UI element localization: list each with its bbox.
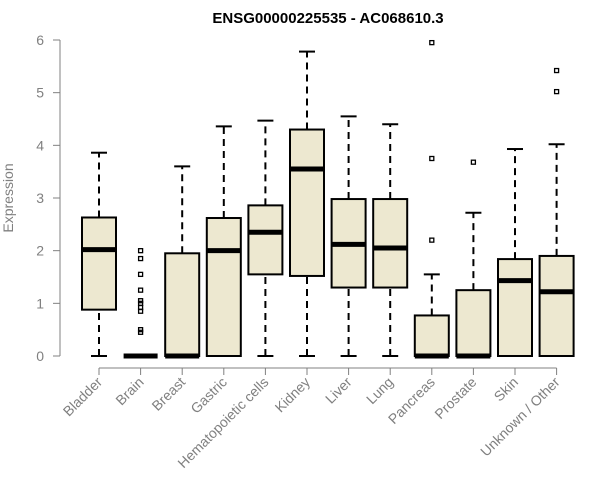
- iqr-box: [164, 252, 201, 357]
- outlier-point: [470, 159, 477, 165]
- box-kidney: [289, 50, 325, 357]
- outlier-point: [137, 308, 144, 314]
- x-tick-label: Prostate: [431, 374, 479, 422]
- outlier-point: [429, 39, 435, 46]
- x-tick-label: Lung: [363, 374, 396, 407]
- box-skin: [497, 148, 533, 357]
- y-tick-label: 4: [36, 137, 44, 153]
- y-tick-label: 1: [36, 295, 44, 311]
- outlier-point: [137, 255, 144, 262]
- box-gastric: [205, 125, 242, 357]
- outlier-point: [137, 271, 144, 278]
- outlier-point: [553, 88, 560, 95]
- outlier-point: [429, 155, 435, 162]
- box-hematopoietic-cells: [247, 119, 284, 357]
- iqr-box: [247, 204, 284, 276]
- box-pancreas: [413, 39, 450, 359]
- box-bladder: [81, 151, 117, 357]
- iqr-box: [413, 314, 450, 357]
- x-tick-label: Brain: [112, 374, 146, 408]
- y-tick-label: 5: [36, 85, 44, 101]
- x-tick-label: Breast: [148, 374, 188, 414]
- chart-title: ENSG00000225535 - AC068610.3: [212, 10, 443, 27]
- outlier-point: [137, 287, 144, 293]
- outlier-point: [137, 329, 144, 335]
- iqr-box: [205, 217, 242, 357]
- box-liver: [330, 115, 367, 357]
- iqr-box: [289, 128, 325, 277]
- x-tick-label: Kidney: [272, 374, 314, 416]
- y-tick-label: 6: [36, 32, 44, 48]
- x-tick-label: Skin: [491, 374, 522, 405]
- box-lung: [372, 123, 409, 357]
- iqr-box: [538, 254, 575, 357]
- y-axis: 0 1 2 3 4 5 6: [36, 32, 61, 364]
- outlier-point: [553, 67, 560, 74]
- box-unknown-other: [538, 67, 575, 357]
- iqr-box: [81, 216, 117, 311]
- y-tick-label: 3: [36, 190, 44, 206]
- outlier-point: [429, 237, 435, 243]
- outlier-point: [137, 248, 144, 254]
- y-tick-label: 0: [36, 348, 44, 364]
- y-axis-label: Expression: [0, 163, 16, 232]
- y-tick-label: 2: [36, 243, 44, 259]
- box-breast: [164, 165, 201, 359]
- x-tick-label: Unknown / Other: [477, 374, 563, 460]
- box-brain: [123, 248, 158, 359]
- box-prostate: [455, 159, 492, 359]
- x-tick-label: Liver: [322, 374, 355, 407]
- plot-area: [81, 39, 575, 359]
- iqr-box: [455, 289, 492, 357]
- iqr-box: [372, 198, 409, 289]
- x-tick-label: Bladder: [60, 374, 106, 420]
- iqr-box: [497, 258, 533, 357]
